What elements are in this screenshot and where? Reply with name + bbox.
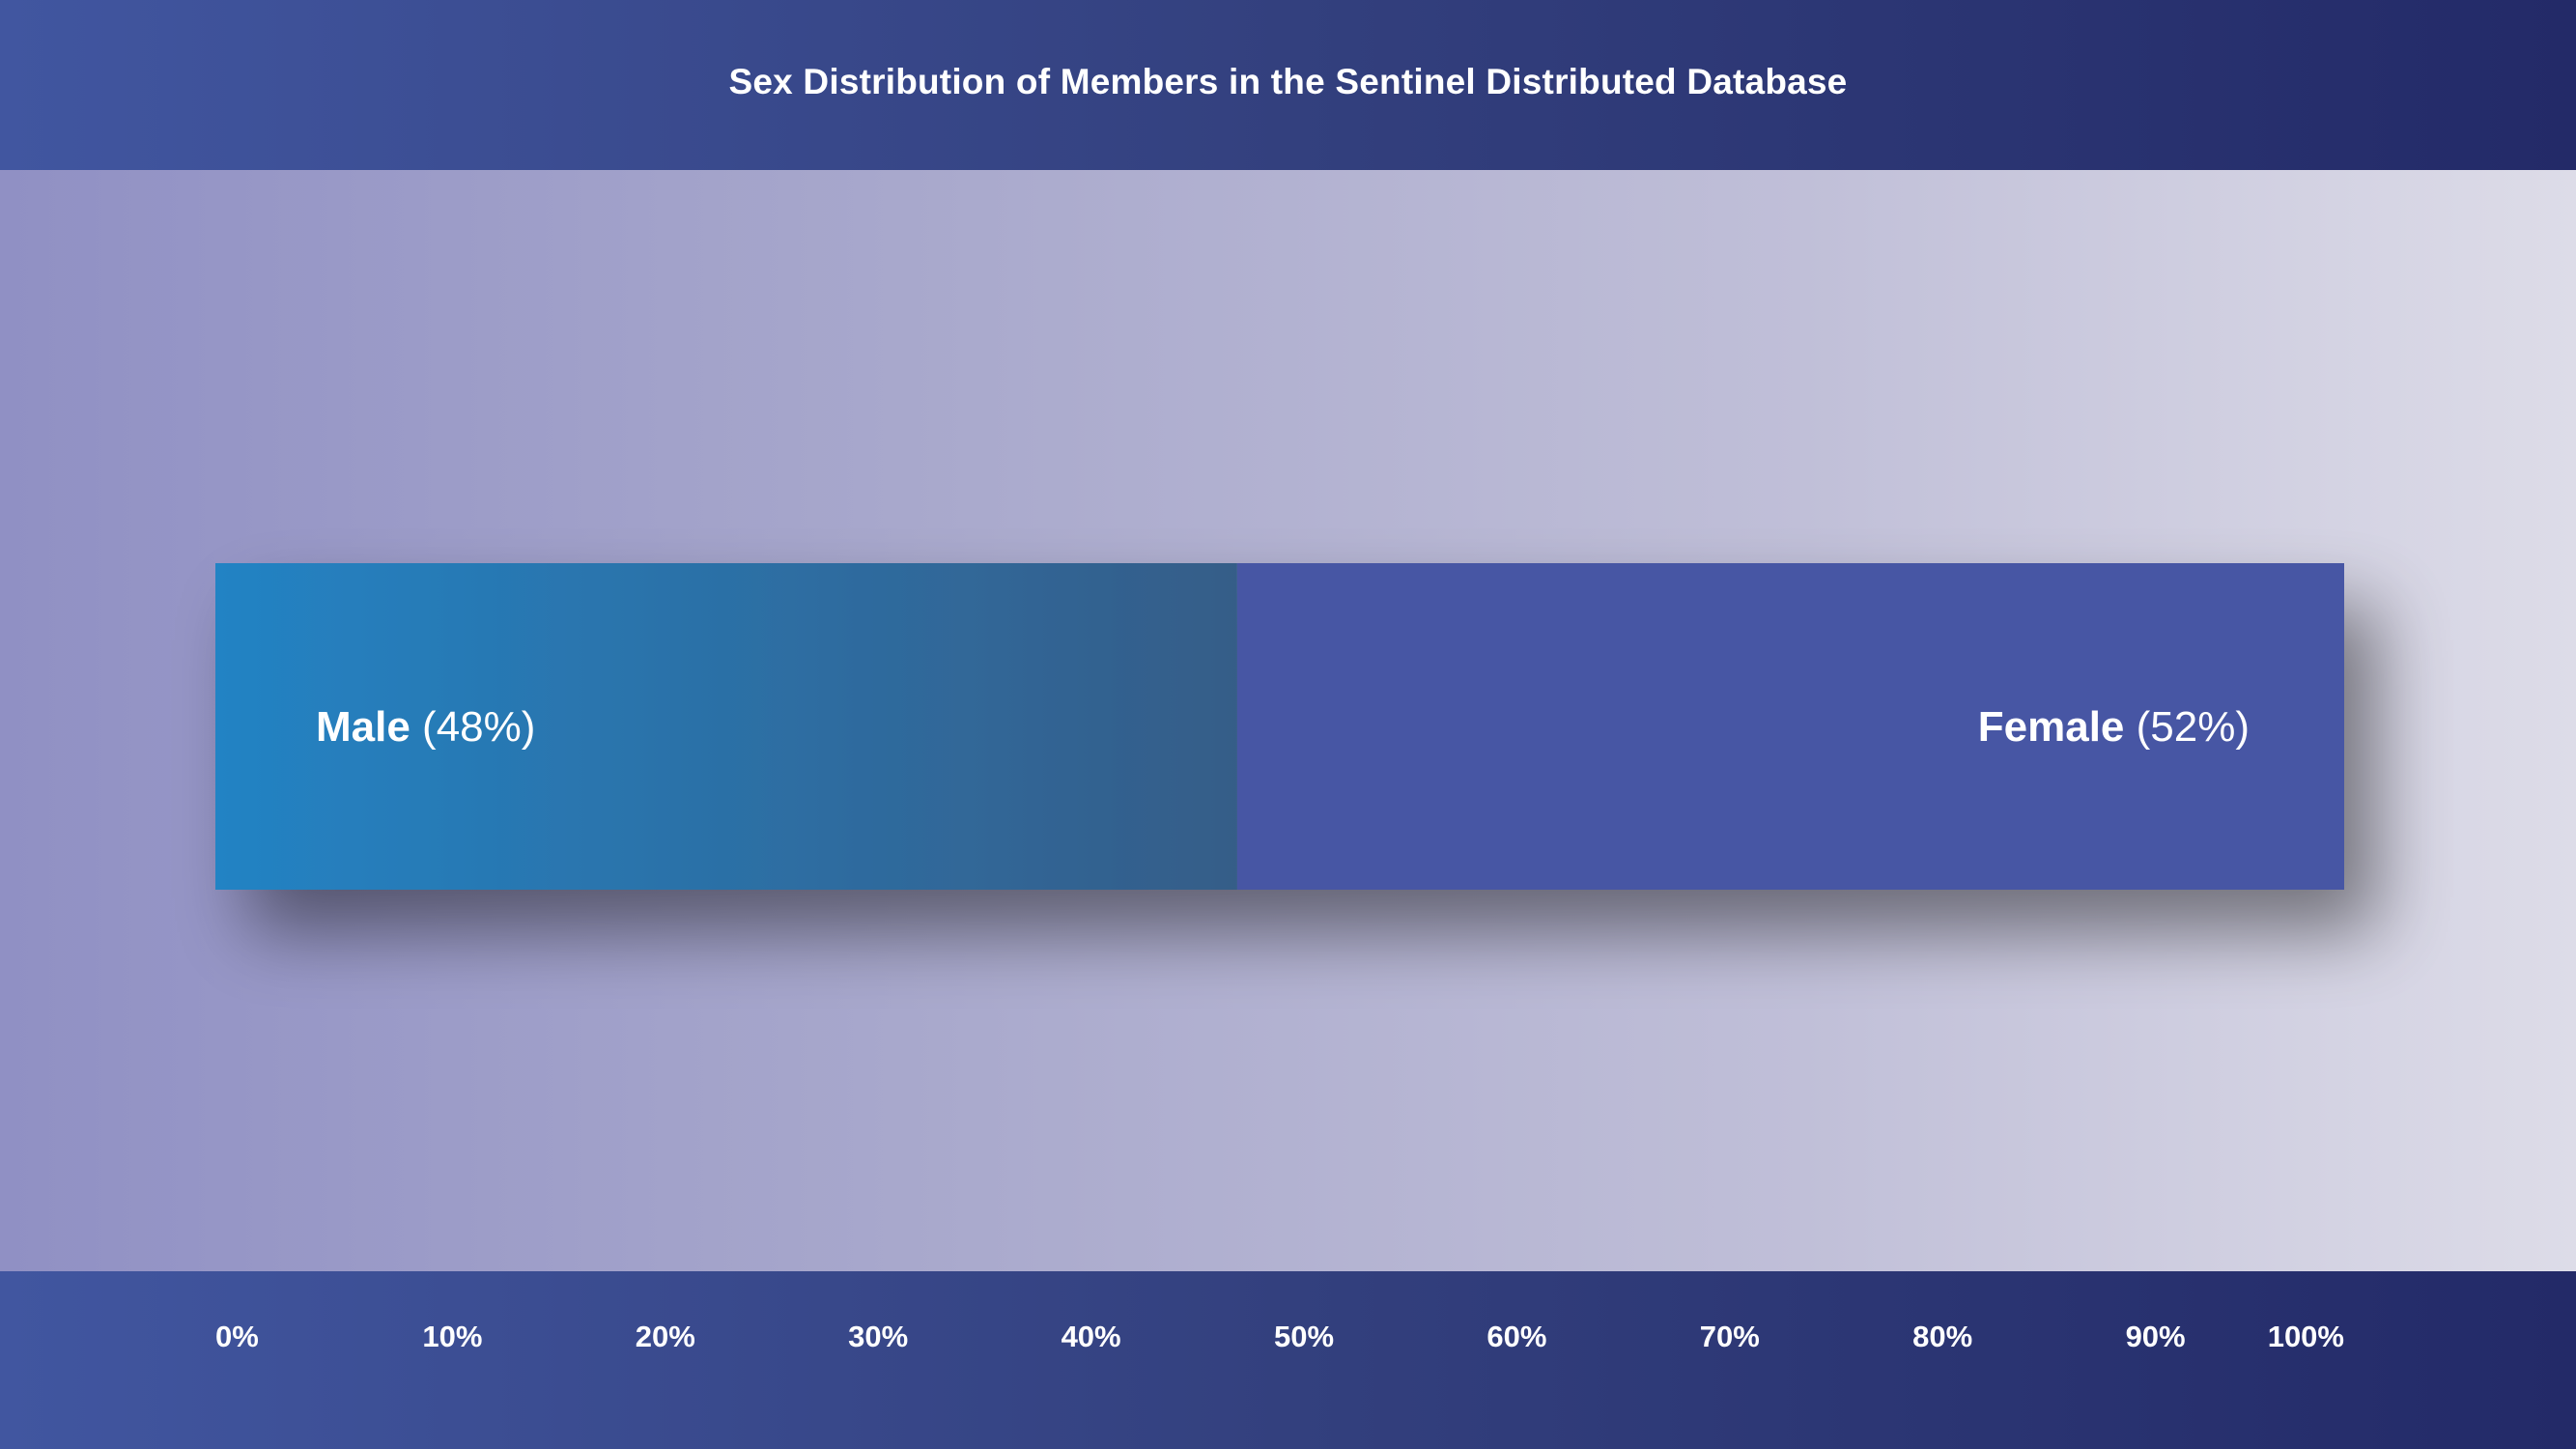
x-tick-label: 20% <box>636 1320 695 1353</box>
bar-segment-female[interactable] <box>1236 563 2344 890</box>
x-tick-label: 80% <box>1912 1320 1972 1353</box>
bar-label-female: Female (52%) <box>1978 703 2250 751</box>
bar-label-value: (48%) <box>410 703 536 751</box>
bar-label-name: Female <box>1978 703 2125 751</box>
x-tick-label: 70% <box>1700 1320 1760 1353</box>
x-tick-label: 10% <box>422 1320 482 1353</box>
x-tick-label: 30% <box>848 1320 908 1353</box>
x-tick-label: 40% <box>1062 1320 1121 1353</box>
x-tick-label: 100% <box>2268 1320 2344 1353</box>
chart-title: Sex Distribution of Members in the Senti… <box>728 62 1848 101</box>
bar-label-male: Male (48%) <box>316 703 535 751</box>
x-tick-label: 60% <box>1486 1320 1546 1353</box>
bar-label-name: Male <box>316 703 410 751</box>
x-tick-label: 0% <box>215 1320 259 1353</box>
bar-segment-male[interactable] <box>215 563 1237 890</box>
chart-header: Sex Distribution of Members in the Senti… <box>0 0 2576 170</box>
x-tick-label: 90% <box>2126 1320 2186 1353</box>
bar-label-value: (52%) <box>2124 703 2250 751</box>
x-tick-label: 50% <box>1274 1320 1334 1353</box>
x-axis-band <box>0 1271 2576 1449</box>
